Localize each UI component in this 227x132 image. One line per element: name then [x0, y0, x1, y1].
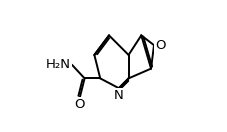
Text: O: O — [154, 39, 165, 52]
Text: N: N — [114, 89, 123, 102]
Text: H₂N: H₂N — [46, 58, 71, 71]
Text: O: O — [74, 98, 85, 111]
